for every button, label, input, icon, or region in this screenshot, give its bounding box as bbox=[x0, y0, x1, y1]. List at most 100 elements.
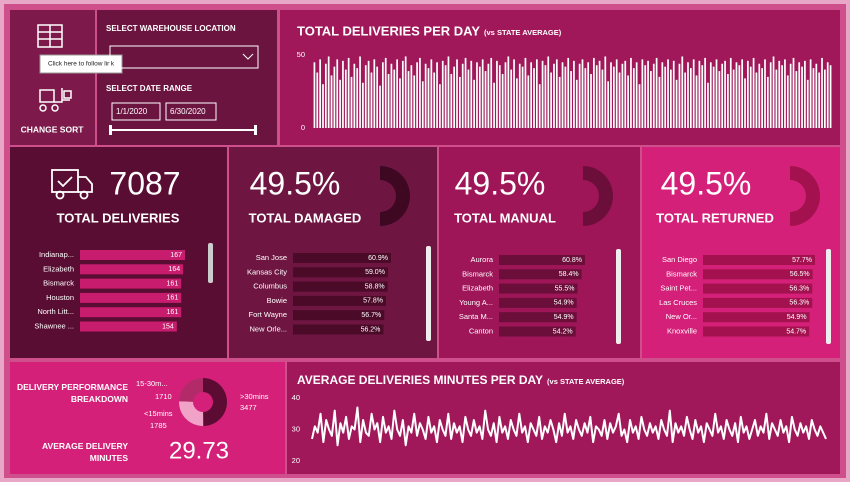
bar bbox=[370, 72, 373, 128]
bar bbox=[775, 69, 778, 128]
bar bbox=[675, 79, 678, 128]
bar bbox=[698, 60, 701, 129]
bar bbox=[481, 59, 484, 128]
bar bbox=[493, 82, 495, 128]
value-label: 154 bbox=[162, 323, 174, 330]
data-bar bbox=[293, 295, 387, 306]
scrollbar[interactable] bbox=[426, 246, 431, 341]
bar bbox=[641, 59, 644, 128]
chart-title: TOTAL DELIVERIES PER DAY bbox=[297, 23, 480, 38]
bar bbox=[801, 66, 803, 128]
y-tick-label: 20 bbox=[292, 456, 300, 465]
truck-icon bbox=[51, 169, 93, 200]
bar bbox=[504, 62, 507, 128]
bar bbox=[396, 59, 398, 128]
bar bbox=[456, 59, 458, 128]
bar bbox=[339, 79, 341, 128]
bar bbox=[593, 57, 595, 128]
bar bbox=[624, 60, 627, 129]
bar bbox=[453, 66, 456, 128]
line bbox=[311, 406, 827, 447]
date-input[interactable] bbox=[111, 102, 161, 121]
bar bbox=[778, 60, 781, 129]
bar bbox=[718, 71, 721, 128]
value-label: 54.7% bbox=[786, 328, 806, 335]
bar bbox=[766, 76, 769, 128]
date-input[interactable] bbox=[165, 102, 217, 121]
slice-label: <15mins bbox=[144, 409, 173, 418]
kpi-value: 49.5% bbox=[250, 165, 341, 201]
bar bbox=[749, 66, 752, 128]
kpi-value: 49.5% bbox=[455, 165, 546, 201]
value-label: 55.5% bbox=[555, 285, 575, 292]
bar bbox=[356, 68, 359, 128]
bar bbox=[447, 56, 450, 128]
bar bbox=[376, 66, 379, 128]
y-tick-label: 30 bbox=[292, 424, 300, 433]
bar bbox=[584, 68, 587, 128]
row-label: Shawnee ... bbox=[34, 321, 74, 330]
bar bbox=[527, 75, 530, 128]
value-label: 60.9% bbox=[368, 255, 388, 262]
bar bbox=[812, 68, 815, 128]
bar bbox=[632, 68, 635, 128]
scrollbar[interactable] bbox=[208, 243, 213, 283]
bar bbox=[413, 75, 416, 128]
bar bbox=[658, 76, 661, 128]
bar bbox=[695, 75, 698, 128]
bar bbox=[707, 82, 709, 128]
bar bbox=[430, 59, 433, 128]
sort-button[interactable]: CHANGE SORT bbox=[21, 124, 85, 134]
bar bbox=[689, 68, 692, 128]
value-label: 164 bbox=[168, 266, 180, 273]
value-label: 54.9% bbox=[787, 314, 807, 321]
bar bbox=[498, 65, 501, 128]
value-label: 54.9% bbox=[554, 314, 574, 321]
bar bbox=[818, 72, 821, 128]
bar bbox=[610, 62, 612, 128]
gauge-ring bbox=[790, 166, 820, 226]
bar bbox=[373, 59, 376, 128]
bar bbox=[319, 59, 321, 128]
y-tick-label: 50 bbox=[297, 50, 305, 59]
kpi-value: 7087 bbox=[109, 165, 180, 201]
bar bbox=[567, 57, 570, 128]
forklift-icon[interactable] bbox=[39, 88, 72, 112]
bar bbox=[678, 63, 681, 129]
bar bbox=[347, 57, 350, 128]
bar bbox=[821, 57, 823, 128]
start-date[interactable]: 1/1/2020 bbox=[116, 107, 148, 116]
data-bar bbox=[293, 324, 384, 335]
bar bbox=[612, 66, 615, 128]
data-bar bbox=[80, 264, 184, 275]
bar bbox=[436, 62, 438, 128]
row-label: Knoxville bbox=[667, 326, 697, 335]
end-date[interactable]: 6/30/2020 bbox=[170, 107, 206, 116]
value-label: 56.3% bbox=[789, 300, 809, 307]
row-label: New Orle... bbox=[249, 324, 287, 333]
data-bar bbox=[499, 269, 582, 280]
bar bbox=[538, 84, 541, 128]
bar bbox=[758, 63, 761, 129]
slider-handle[interactable] bbox=[109, 125, 112, 135]
scrollbar[interactable] bbox=[616, 249, 621, 344]
bar bbox=[487, 63, 490, 129]
gauge-ring bbox=[583, 166, 613, 226]
bar bbox=[581, 59, 584, 128]
bar bbox=[804, 60, 806, 129]
chart-title: AVERAGE DELIVERIES MINUTES PER DAY bbox=[297, 373, 543, 387]
bar bbox=[327, 56, 330, 128]
dropdown-arrow[interactable] bbox=[242, 53, 254, 60]
bar bbox=[601, 69, 604, 128]
value-label: 58.4% bbox=[559, 271, 579, 278]
bar bbox=[769, 62, 772, 128]
scrollbar[interactable] bbox=[826, 249, 831, 344]
slider-handle[interactable] bbox=[254, 125, 257, 135]
row-label: Bismarck bbox=[666, 269, 697, 278]
bar bbox=[709, 62, 712, 128]
warehouse-dropdown[interactable] bbox=[109, 45, 259, 69]
data-bar bbox=[703, 326, 810, 337]
row-label: Young A... bbox=[459, 298, 493, 307]
